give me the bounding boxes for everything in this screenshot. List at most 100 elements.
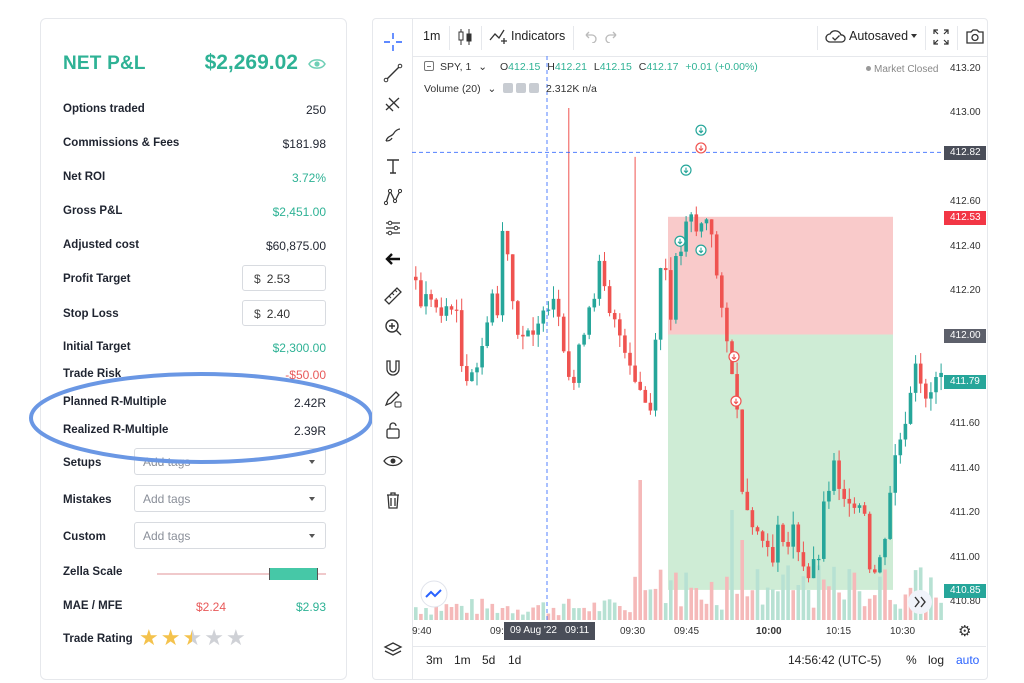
auto-toggle[interactable]: auto xyxy=(956,653,980,667)
camera-icon[interactable] xyxy=(965,28,985,48)
volume-bar xyxy=(424,608,428,620)
star-icon[interactable]: ★ xyxy=(182,625,203,650)
volume-bar xyxy=(419,613,423,620)
row-label: Trade Risk xyxy=(63,368,122,380)
interval-button[interactable]: 1m xyxy=(423,29,441,43)
price-chart[interactable] xyxy=(412,56,944,622)
volume-eye-icon[interactable] xyxy=(503,83,514,93)
clock-display[interactable]: 14:56:42 (UTC-5) xyxy=(788,653,882,667)
trend-line-icon[interactable] xyxy=(379,60,407,86)
price-tick-label: 411.00 xyxy=(950,551,980,563)
volume-bar xyxy=(638,480,642,620)
time-axis[interactable]: 9:40 09: 09:30 09:45 10:00 10:15 10:30 09 Aug '… xyxy=(412,622,971,642)
crosshair-icon[interactable] xyxy=(379,29,407,55)
candle-body xyxy=(618,319,622,336)
time-tick-label: 10:15 xyxy=(826,626,852,637)
symbol-label[interactable]: SPY, 1 xyxy=(440,61,472,73)
candle-body xyxy=(852,503,857,508)
range-5d-button[interactable]: 5d xyxy=(482,653,496,667)
percent-toggle[interactable]: % xyxy=(906,653,917,667)
row-gross-pnl: Gross P&L $2,451.00 xyxy=(63,201,326,223)
undo-icon[interactable] xyxy=(583,29,597,46)
crosshair-time: 09:11 xyxy=(564,625,590,636)
autosaved-button[interactable]: Autosaved xyxy=(849,29,909,43)
eye-visibility-icon[interactable] xyxy=(379,448,407,474)
chevron-down-icon[interactable] xyxy=(911,34,917,38)
candle-style-icon[interactable] xyxy=(457,28,473,49)
volume-bar xyxy=(934,597,938,620)
lock-drawing-pencil-icon[interactable] xyxy=(379,386,407,412)
row-label: Custom xyxy=(63,531,106,543)
indicators-icon[interactable] xyxy=(489,28,509,47)
mistakes-tag-select[interactable]: Add tags xyxy=(134,485,326,512)
profit-target-input[interactable]: $2.53 xyxy=(242,265,326,291)
pattern-tool-icon[interactable] xyxy=(379,184,407,210)
range-1d-button[interactable]: 1d xyxy=(508,653,522,667)
magnet-icon[interactable] xyxy=(379,355,407,381)
star-icon[interactable]: ★ xyxy=(225,625,246,650)
star-icon[interactable]: ★ xyxy=(139,625,159,650)
zoom-in-icon[interactable] xyxy=(379,314,407,340)
candle-body xyxy=(612,313,617,320)
volume-bar xyxy=(811,607,816,620)
row-label: Stop Loss xyxy=(63,308,119,320)
range-1m-button[interactable]: 1m xyxy=(454,653,471,667)
candle-body xyxy=(939,372,943,378)
indicators-button[interactable]: Indicators xyxy=(511,29,566,43)
volume-bar xyxy=(776,591,780,620)
row-setups: Setups Add tags xyxy=(63,448,326,475)
time-tick-label: 09: xyxy=(490,626,504,637)
chevron-down-icon[interactable]: ⌄ xyxy=(478,61,488,73)
volume-bar xyxy=(490,603,495,620)
star-icon[interactable]: ★ xyxy=(160,625,181,650)
custom-tag-select[interactable]: Add tags xyxy=(134,522,326,549)
volume-bar xyxy=(714,605,719,620)
row-value: 2.42R xyxy=(293,396,326,410)
fib-tool-icon[interactable] xyxy=(379,91,407,117)
crosshair-time-tag: 09 Aug '22 09:11 xyxy=(504,622,596,640)
stop-loss-input[interactable]: $2.40 xyxy=(242,300,326,326)
text-tool-icon[interactable] xyxy=(379,153,407,179)
redo-icon[interactable] xyxy=(605,29,619,46)
prediction-tool-icon[interactable] xyxy=(379,215,407,241)
row-trade-risk: Trade Risk -$50.00 xyxy=(63,364,326,386)
price-axis[interactable]: 413.20413.00412.80412.60412.40412.20412.… xyxy=(944,57,986,623)
gear-icon[interactable]: ⚙ xyxy=(958,623,972,640)
candle-body xyxy=(755,527,760,532)
toolbar-divider xyxy=(449,26,450,50)
row-trade-rating: Trade Rating ★★★★★ xyxy=(63,627,326,651)
toolbar-divider xyxy=(817,26,818,50)
candle-body xyxy=(822,501,826,559)
layers-icon[interactable] xyxy=(379,637,407,663)
trade-rating-stars[interactable]: ★★★★★ xyxy=(139,627,248,649)
volume-label[interactable]: Volume (20) xyxy=(424,83,481,95)
log-toggle[interactable]: log xyxy=(928,653,945,667)
net-pnl-value: $2,269.02 xyxy=(204,51,298,74)
volume-bar xyxy=(454,603,459,620)
range-3m-button[interactable]: 3m xyxy=(426,653,443,667)
unlock-icon[interactable] xyxy=(379,417,407,443)
eye-icon[interactable] xyxy=(308,57,326,71)
row-label: Mistakes xyxy=(63,494,112,506)
row-label: Gross P&L xyxy=(63,205,123,217)
arrow-left-icon[interactable] xyxy=(379,246,407,272)
brush-icon[interactable] xyxy=(379,122,407,148)
volume-bar xyxy=(867,598,872,620)
row-label: Options traded xyxy=(63,103,145,115)
trash-icon[interactable] xyxy=(379,487,407,513)
setups-tag-select[interactable]: Add tags xyxy=(134,448,326,475)
candle-body xyxy=(551,298,556,310)
candle-body xyxy=(546,309,551,311)
fullscreen-icon[interactable] xyxy=(933,29,949,48)
volume-close-icon[interactable] xyxy=(529,83,540,93)
collapse-legend-icon[interactable] xyxy=(424,61,434,71)
candle-body xyxy=(449,306,454,310)
volume-bar xyxy=(663,603,668,620)
volume-bar xyxy=(449,607,454,620)
volume-settings-icon[interactable] xyxy=(516,83,527,93)
chevron-down-icon[interactable]: ⌄ xyxy=(487,83,497,95)
ruler-icon[interactable] xyxy=(379,283,407,309)
volume-bar xyxy=(653,588,658,620)
volume-bar xyxy=(536,605,540,620)
star-icon[interactable]: ★ xyxy=(204,625,224,650)
